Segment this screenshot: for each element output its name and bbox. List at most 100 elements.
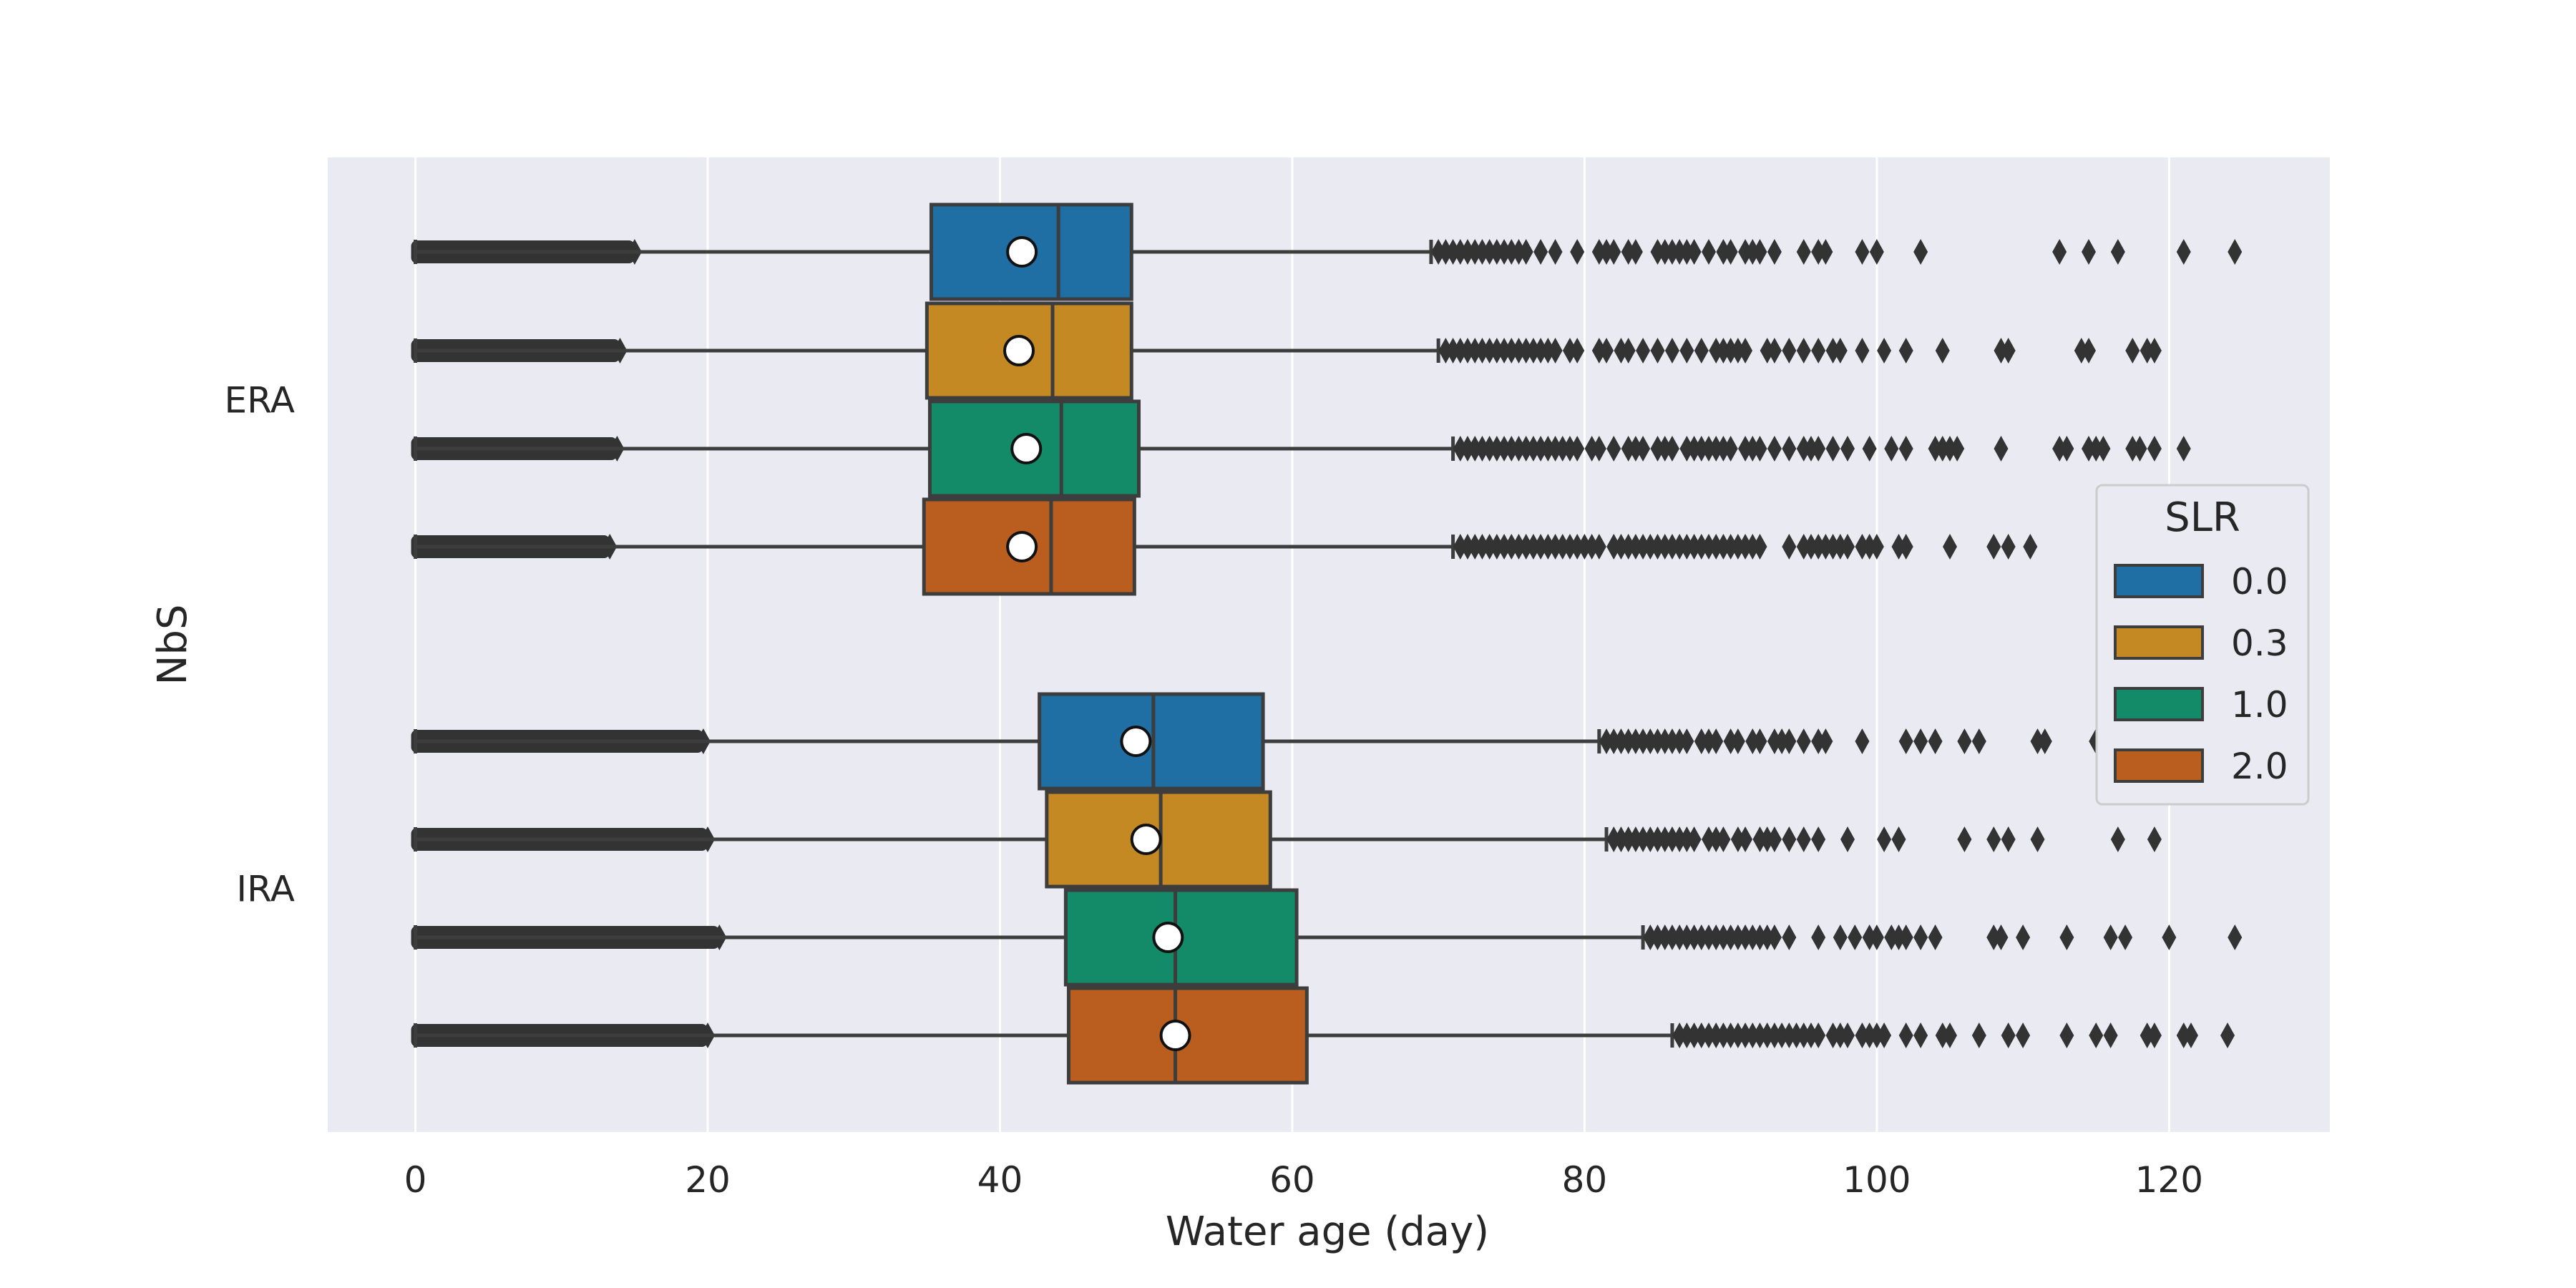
outlier-point [1664, 436, 1679, 462]
outlier-point [1833, 1023, 1848, 1048]
y-axis-label: NbS [150, 605, 196, 686]
outlier-point [1723, 436, 1738, 462]
outlier-point [1855, 728, 1870, 754]
outlier-point [1782, 436, 1797, 462]
outlier-point [1738, 534, 1753, 560]
outlier-point [1636, 728, 1651, 754]
outlier-point [1745, 728, 1760, 754]
outlier-point [2082, 239, 2097, 265]
outlier-point [1687, 436, 1702, 462]
outlier-point [1511, 534, 1526, 560]
x-tick-label: 120 [2135, 1159, 2203, 1201]
outlier-point [1723, 534, 1738, 560]
outlier-point [1489, 534, 1504, 560]
outlier-point [1971, 728, 1986, 754]
outlier-point [1760, 1023, 1775, 1048]
outlier-point [2125, 338, 2140, 364]
outlier-point [1913, 1023, 1928, 1048]
x-tick-label: 80 [1562, 1159, 1608, 1201]
mean-marker [1152, 922, 1184, 953]
legend-label: 1.0 [2231, 684, 2288, 726]
outlier-point [1548, 239, 1563, 265]
outlier-point [1782, 924, 1797, 950]
outlier-point [2110, 826, 2125, 852]
outlier-point [1803, 534, 1818, 560]
outlier-point [1438, 239, 1453, 265]
outlier-point [1796, 239, 1811, 265]
outlier-point [1716, 436, 1731, 462]
legend-swatch [2114, 625, 2204, 660]
outlier-point [1694, 1023, 1709, 1048]
outlier-point [1818, 728, 1833, 754]
outlier-point [1862, 436, 1877, 462]
outlier-point [2016, 924, 2031, 950]
legend-label: 0.0 [2231, 561, 2288, 602]
mean-marker [1003, 335, 1035, 366]
outlier-point [1664, 924, 1679, 950]
outlier-point [1453, 436, 1468, 462]
outlier-point [1628, 534, 1643, 560]
outlier-point [1628, 239, 1643, 265]
x-tick-label: 100 [1843, 1159, 1911, 1201]
outlier-point [1584, 534, 1599, 560]
outlier-point [1796, 534, 1811, 560]
outlier-point [1687, 239, 1702, 265]
outlier-point [1928, 436, 1943, 462]
outlier-point [1482, 239, 1497, 265]
outlier-point [1730, 728, 1745, 754]
outlier-point [1694, 436, 1709, 462]
outlier-point [1702, 239, 1717, 265]
outlier-point [1533, 436, 1548, 462]
outlier-point [1650, 338, 1665, 364]
outlier-point [1891, 924, 1906, 950]
box-IRA-0.3 [411, 790, 2162, 889]
outlier-point [1614, 534, 1629, 560]
outlier-point [1475, 436, 1490, 462]
outlier-point [1468, 338, 1483, 364]
outlier-point [1475, 534, 1490, 560]
outlier-point [1643, 534, 1658, 560]
outlier-point [1468, 239, 1483, 265]
outlier-point [2030, 826, 2045, 852]
box-IRA-2.0 [411, 986, 2235, 1085]
outlier-point [1957, 728, 1972, 754]
outlier-point [2228, 239, 2243, 265]
outlier-point [1445, 338, 1460, 364]
outlier-point [1672, 826, 1687, 852]
outlier-point [1672, 728, 1687, 754]
outlier-point [1453, 338, 1468, 364]
outlier-point [2118, 924, 2133, 950]
outlier-point [1862, 924, 1877, 950]
outlier-point [1767, 924, 1782, 950]
outlier-point [1913, 728, 1928, 754]
outlier-point [1562, 338, 1577, 364]
outlier-point [1614, 826, 1629, 852]
outlier-point [1811, 728, 1826, 754]
outlier-point [1621, 436, 1636, 462]
outlier-point [1548, 534, 1563, 560]
outlier-point [1694, 338, 1709, 364]
outlier-point [1702, 924, 1717, 950]
box-ERA-2.0 [411, 497, 2235, 596]
outlier-point [1709, 728, 1724, 754]
outlier-point [1453, 534, 1468, 560]
outlier-point [1679, 826, 1694, 852]
outlier-point [1541, 338, 1556, 364]
outlier-point [1584, 436, 1599, 462]
outlier-point [2059, 1023, 2074, 1048]
outlier-point [1460, 338, 1475, 364]
outlier-point [2074, 338, 2089, 364]
outlier-point [1803, 1023, 1818, 1048]
outlier-point [2001, 1023, 2016, 1048]
outlier-point [1628, 728, 1643, 754]
outlier-point [2103, 924, 2118, 950]
outlier-point [1650, 436, 1665, 462]
outlier-point [1664, 534, 1679, 560]
outlier-point [1533, 534, 1548, 560]
outlier-point [1555, 534, 1570, 560]
outlier-point [2059, 436, 2074, 462]
outlier-point [1782, 826, 1797, 852]
outlier-point [1833, 924, 1848, 950]
outlier-point [2140, 338, 2155, 364]
outlier-point [1935, 338, 1950, 364]
